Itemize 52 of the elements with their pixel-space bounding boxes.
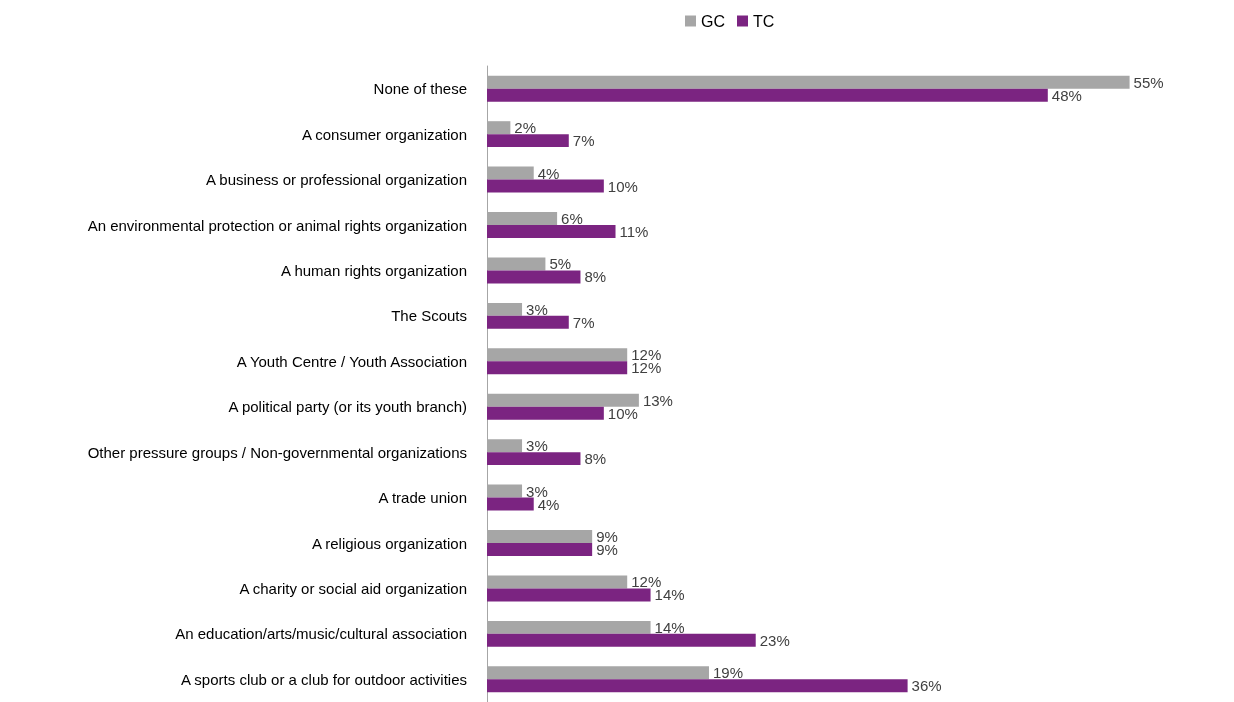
data-label: 48% [1051, 86, 1082, 104]
y-tick-label: The Scouts [391, 307, 467, 325]
legend-label: TC [753, 12, 775, 30]
y-tick-label: A business or professional organization [206, 171, 467, 189]
bar [487, 88, 1048, 102]
bar [487, 134, 569, 148]
y-tick-label: Other pressure groups / Non-governmental organizations [87, 443, 467, 461]
data-label: 36% [911, 677, 942, 695]
y-tick-label: A human rights organization [281, 261, 467, 279]
bar [487, 361, 628, 375]
bar [487, 543, 593, 556]
bar [487, 452, 581, 466]
data-label: 5% [549, 255, 572, 273]
data-label: 11% [619, 222, 649, 240]
bar [487, 225, 616, 238]
data-label: 8% [584, 450, 607, 468]
data-label: 3% [526, 482, 548, 500]
legend-label: GC [701, 12, 725, 30]
y-tick-label: A political party (or its youth branch) [228, 398, 467, 416]
data-label: 10% [607, 177, 638, 195]
data-label: 13% [642, 391, 673, 409]
y-tick-label: An environmental protection or animal rights organization [87, 216, 467, 234]
data-label: 14% [654, 618, 685, 636]
data-label: 19% [712, 664, 744, 682]
y-tick-label: None of these [373, 80, 467, 98]
data-label: 7% [572, 313, 595, 331]
data-label: 4% [537, 164, 560, 182]
y-tick-label: A Youth Centre / Youth Association [236, 352, 467, 370]
data-label: 55% [1133, 73, 1164, 91]
data-label: 7% [572, 132, 595, 150]
bar [487, 179, 604, 193]
y-tick-label: A trade union [378, 489, 467, 507]
bar [487, 406, 604, 420]
data-label: 10% [607, 404, 638, 422]
y-tick-label: A religious organization [311, 534, 467, 552]
y-tick-label: A consumer organization [301, 125, 467, 143]
y-tick-label: An education/arts/music/cultural association [175, 625, 467, 643]
data-label: 9% [596, 528, 618, 546]
data-label: 3% [526, 300, 548, 318]
data-label: 6% [561, 210, 583, 228]
y-tick-label: A charity or social aid organization [239, 579, 467, 597]
bar [487, 315, 569, 329]
y-tick-label: A sports club or a club for outdoor activities [181, 670, 467, 688]
data-label: 3% [526, 437, 548, 455]
bar [487, 679, 908, 693]
bar [487, 270, 581, 284]
bar [487, 497, 534, 511]
data-label: 2% [514, 119, 537, 137]
data-label: 8% [584, 268, 607, 286]
bar [487, 633, 756, 647]
bar [487, 588, 651, 602]
data-label: 23% [759, 631, 790, 649]
